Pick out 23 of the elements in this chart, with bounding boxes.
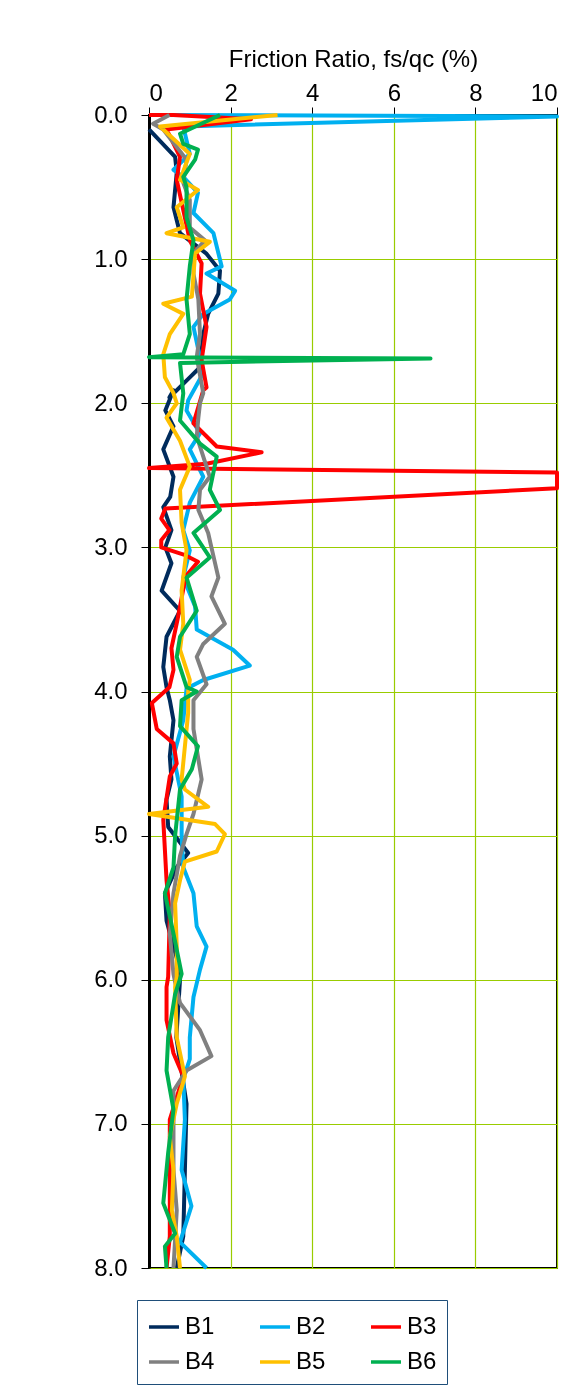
x-tick-label: 8 [469,78,483,106]
x-tick-label: 2 [224,78,238,106]
x-tick-label: 6 [387,78,401,106]
y-tick-label: 7.0 [94,1109,128,1137]
x-tick-label: 4 [306,78,320,106]
legend-label: B4 [185,1347,215,1374]
legend-label: B1 [185,1312,215,1339]
y-tick-label: 5.0 [94,821,128,849]
y-tick-label: 2.0 [94,388,128,416]
x-tick-label: 0 [149,78,163,106]
legend-label: B3 [407,1312,437,1339]
y-tick-label: 0.0 [94,100,128,128]
y-tick-label: 6.0 [94,965,128,993]
y-tick-label: 8.0 [94,1253,128,1281]
x-axis-title: Friction Ratio, fs/qc (%) [228,44,479,72]
legend-label: B5 [296,1347,326,1374]
y-tick-label: 1.0 [94,244,128,272]
line-series [147,113,433,1270]
y-tick-label: 4.0 [94,677,128,704]
y-tick-label: 3.0 [94,532,128,560]
legend-label: B2 [296,1312,326,1339]
legend-label: B6 [407,1347,437,1374]
x-tick-label: 10 [530,78,558,106]
